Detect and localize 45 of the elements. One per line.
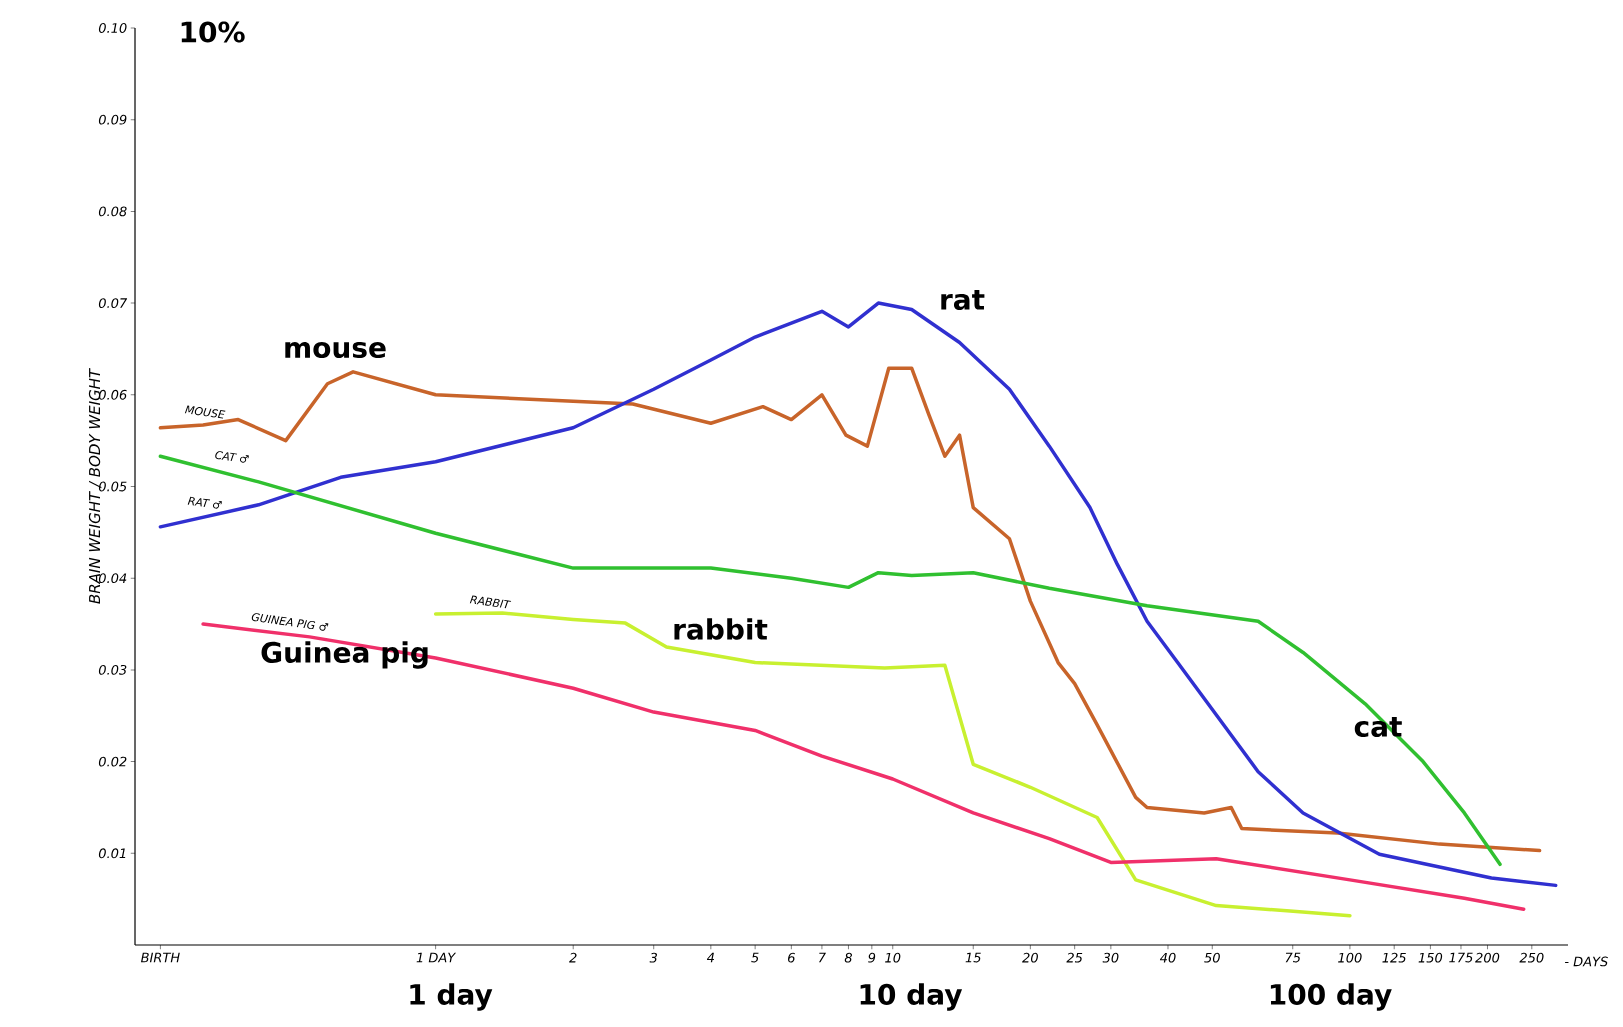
x-tick-label: 25 [1066,952,1083,963]
x-tick-label: 15 [965,952,981,963]
x-tick-label: 100 [1338,952,1362,963]
annotation: mouse [285,341,386,359]
x-tick-label: BIRTH [140,952,180,963]
annotation: GUINEA PIG ♂ [251,613,329,631]
annotation: rat [941,289,985,311]
y-tick-label: 0.10 [98,23,127,33]
x-tick-label: 75 [1285,952,1301,963]
x-tick-label: 6 [788,952,795,963]
x-tick-label: 4 [706,952,715,963]
x-tick-label: 9 [868,952,876,963]
x-tick-label: 10 [885,952,901,963]
x-tick-label: 40 [1159,952,1176,963]
y-tick-label: 0.09 [98,114,127,125]
y-tick-label: 0.01 [98,848,126,859]
x-tick-label: 5 [751,952,759,963]
x-tick-label: 3 [649,952,658,963]
y-tick-label: 0.03 [98,664,127,675]
x-tick-label: 7 [818,952,826,963]
x-tick-label: 175 [1449,952,1473,963]
x-tick-label: 8 [844,952,853,963]
text: 1 day [410,983,493,1011]
y-tick-label: 0.06 [98,389,127,400]
y-tick-label: 0.08 [98,206,127,217]
x-tick-label: 200 [1475,952,1500,963]
annotation: 10% [181,21,245,43]
annotation: MOUSE [184,405,226,419]
text: 100 day [1270,983,1392,1011]
x-tick-label: 2 [569,952,577,963]
annotation: CAT ♂ [215,451,249,463]
x-tick-label: 30 [1102,952,1119,963]
x-tick-label: 50 [1204,952,1220,963]
annotation: rabbit [674,618,768,640]
x-tick-label: 250 [1519,952,1544,963]
annotation: RABBIT [469,595,512,609]
x-tick-label: 150 [1418,952,1443,963]
x-tick-label: 20 [1022,952,1038,963]
text: 10 day [860,983,963,1011]
y-tick-label: 0.02 [98,756,127,767]
x-axis-title: - DAYS [1564,956,1608,967]
x-tick-label: 1 DAY [416,952,457,963]
annotation: RAT ♂ [187,496,222,509]
y-tick-label: 0.07 [98,298,128,309]
x-tick-label: 125 [1382,952,1406,963]
